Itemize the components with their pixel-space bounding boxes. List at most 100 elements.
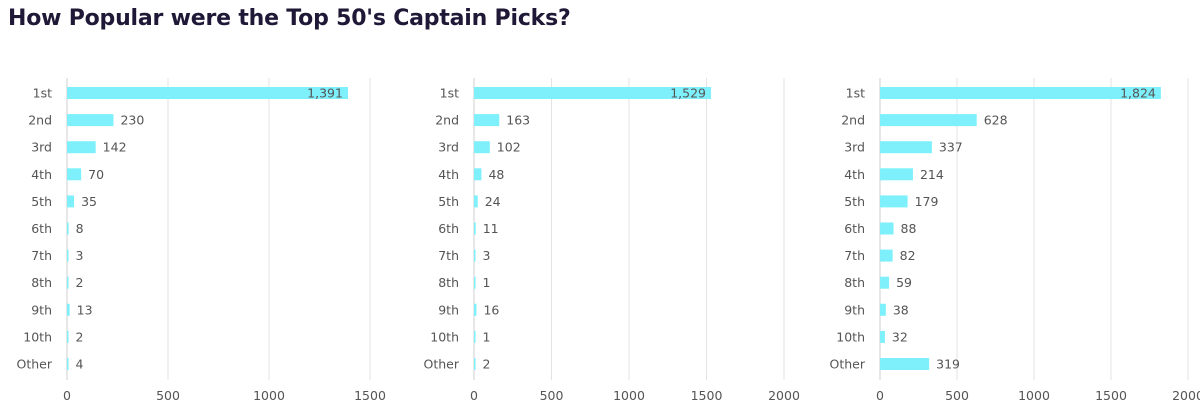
bar-value-label: 38 [893,302,909,317]
bar-value-label: 1,529 [670,86,706,101]
category-label: 5th [438,194,459,209]
bar-value-label: 102 [497,140,521,155]
bar-value-label: 3 [76,248,84,263]
bar [474,87,711,99]
category-label: 10th [23,329,52,344]
bar [474,195,478,208]
x-tick-label: 1000 [253,388,285,403]
bar-value-label: 2 [76,275,84,290]
category-label: 2nd [28,113,52,128]
bar [67,114,114,127]
bar [67,303,70,316]
bar-value-label: 214 [920,167,944,182]
category-label: 5th [31,194,52,209]
category-label: 2nd [841,113,865,128]
bar-value-label: 337 [939,140,963,155]
bar-value-label: 32 [892,329,908,344]
category-label: 4th [438,167,459,182]
x-tick-label: 1500 [1095,388,1127,403]
bar-value-label: 88 [901,221,917,236]
category-label: 8th [438,275,459,290]
bar-value-label: 59 [896,275,912,290]
bar [474,141,490,154]
bar-value-label: 4 [76,357,84,372]
bar [880,276,890,289]
bar-value-label: 16 [483,302,499,317]
category-label: 9th [844,302,865,317]
bar-value-label: 319 [936,357,960,372]
bar [474,249,476,262]
category-label: 10th [836,329,865,344]
category-label: 9th [31,302,52,317]
category-label: 7th [31,248,52,263]
x-tick-label: 0 [876,388,884,403]
bar [880,87,1161,99]
bar [67,195,75,208]
bar-value-label: 163 [506,113,530,128]
bar-value-label: 1 [483,275,491,290]
bar [67,330,69,343]
bar-value-label: 628 [984,113,1008,128]
bar-value-label: 13 [77,302,93,317]
category-label: 4th [31,167,52,182]
category-label: 8th [844,275,865,290]
category-label: 10th [430,329,459,344]
bar-value-label: 2 [76,329,84,344]
category-label: 5th [844,194,865,209]
category-label: 2nd [435,113,459,128]
bar [880,168,913,181]
panel-1: 0 500 1000 1500 1st 1,391 2nd 230 3rd 142 4th 70 5th… [17,78,386,403]
x-tick-label: 1000 [613,388,645,403]
chart-title: How Popular were the Top 50's Captain Pi… [8,6,571,31]
bar-value-label: 48 [488,167,504,182]
bar [67,222,69,235]
bar [880,249,893,262]
category-label: 7th [438,248,459,263]
bar-value-label: 35 [81,194,97,209]
bar-value-label: 11 [483,221,499,236]
category-label: Other [424,357,460,372]
bar [474,114,500,127]
bar [474,222,476,235]
bar [880,195,908,208]
bar [880,141,932,154]
bar [880,303,886,316]
bar [474,168,482,181]
x-tick-label: 500 [540,388,564,403]
category-label: 6th [31,221,52,236]
x-tick-label: 1500 [354,388,386,403]
bar [474,303,477,316]
bar [880,222,894,235]
category-label: Other [830,357,866,372]
bar [880,358,930,370]
bar-value-label: 2 [483,357,491,372]
bar-value-label: 82 [900,248,916,263]
bar-value-label: 1 [483,329,491,344]
x-tick-label: 1000 [1018,388,1050,403]
bar [67,141,96,154]
bar-value-label: 1,824 [1120,86,1156,101]
category-label: Other [17,357,53,372]
category-label: 6th [844,221,865,236]
category-label: 1st [846,86,865,101]
bar [880,114,977,127]
bar [474,330,476,343]
bar [474,358,476,370]
category-label: 7th [844,248,865,263]
bar [67,87,348,99]
category-label: 9th [438,302,459,317]
bar-value-label: 230 [120,113,144,128]
panel-3: 0 500 1000 1500 2000 1st 1,824 2nd 628 3rd 337 4th 2… [830,78,1200,403]
bar-value-label: 179 [915,194,939,209]
category-label: 4th [844,167,865,182]
category-label: 1st [33,86,52,101]
category-label: 8th [31,275,52,290]
bar-value-label: 142 [103,140,127,155]
bar [67,249,69,262]
bar-value-label: 3 [483,248,491,263]
bar-value-label: 8 [76,221,84,236]
bar [67,358,69,370]
x-tick-label: 500 [156,388,180,403]
category-label: 3rd [844,140,865,155]
